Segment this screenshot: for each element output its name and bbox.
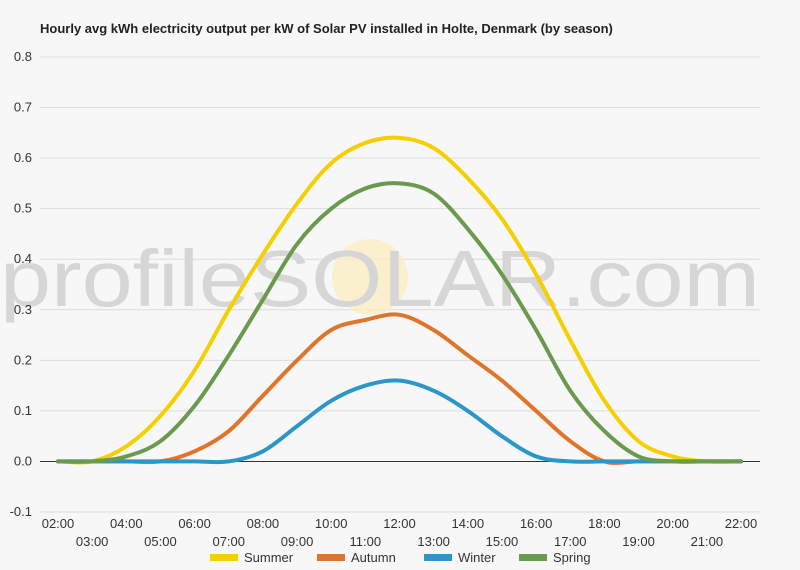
x-tick-label: 17:00	[554, 534, 587, 549]
x-tick-label: 02:00	[42, 516, 75, 531]
y-tick-label: -0.1	[10, 504, 32, 519]
watermark-logo: profileSOLAR.com	[0, 234, 760, 323]
x-axis-ticks: 02:0003:0004:0005:0006:0007:0008:0009:00…	[42, 516, 758, 549]
x-tick-label: 05:00	[144, 534, 177, 549]
y-tick-label: 0.1	[14, 403, 32, 418]
x-tick-label: 21:00	[691, 534, 724, 549]
legend-swatch-summer	[210, 554, 238, 561]
y-axis-ticks: -0.1 0.0 0.1 0.2 0.3 0.4 0.5 0.6 0.7 0.8	[10, 49, 32, 519]
series-lines	[56, 135, 743, 465]
y-tick-label: 0.6	[14, 150, 32, 165]
legend-label-autumn: Autumn	[351, 550, 396, 565]
legend: Summer Autumn Winter Spring	[210, 550, 591, 565]
x-tick-label: 07:00	[212, 534, 245, 549]
x-tick-label: 11:00	[350, 534, 382, 549]
series-line-summer	[56, 135, 743, 465]
series-line-winter	[56, 378, 743, 465]
y-tick-label: 0.4	[14, 251, 32, 266]
x-tick-label: 14:00	[452, 516, 485, 531]
y-tick-label: 0.7	[14, 100, 32, 115]
legend-swatch-spring	[519, 554, 547, 561]
watermark-text: profileSOLAR.com	[0, 234, 760, 323]
watermark-sun-icon	[332, 239, 408, 315]
x-tick-label: 22:00	[725, 516, 758, 531]
chart-title: Hourly avg kWh electricity output per kW…	[40, 21, 613, 36]
x-tick-label: 12:00	[383, 516, 416, 531]
y-tick-label: 0.0	[14, 453, 32, 468]
x-tick-label: 19:00	[622, 534, 655, 549]
x-tick-label: 06:00	[178, 516, 211, 531]
x-tick-label: 20:00	[656, 516, 689, 531]
y-tick-label: 0.8	[14, 49, 32, 64]
x-tick-label: 18:00	[588, 516, 621, 531]
x-tick-label: 15:00	[486, 534, 519, 549]
x-tick-label: 09:00	[281, 534, 314, 549]
series-line-spring	[56, 181, 743, 464]
legend-label-spring: Spring	[553, 550, 591, 565]
y-tick-label: 0.3	[14, 302, 32, 317]
legend-label-winter: Winter	[458, 550, 496, 565]
x-tick-label: 13:00	[417, 534, 450, 549]
x-tick-label: 03:00	[76, 534, 109, 549]
y-tick-label: 0.2	[14, 352, 32, 367]
x-tick-label: 10:00	[315, 516, 348, 531]
x-tick-label: 16:00	[520, 516, 553, 531]
x-tick-label: 08:00	[247, 516, 280, 531]
y-tick-label: 0.5	[14, 201, 32, 216]
legend-label-summer: Summer	[244, 550, 294, 565]
legend-swatch-winter	[424, 554, 452, 561]
x-tick-label: 04:00	[110, 516, 143, 531]
legend-swatch-autumn	[317, 554, 345, 561]
